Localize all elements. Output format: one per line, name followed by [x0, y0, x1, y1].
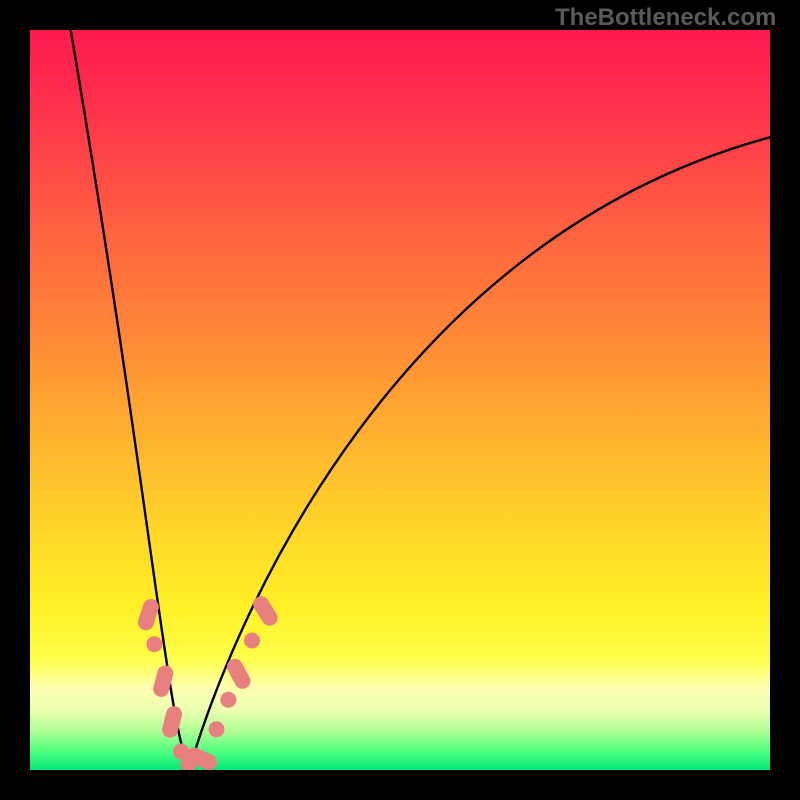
- watermark-text: TheBottleneck.com: [555, 4, 776, 32]
- bottleneck-chart: [0, 0, 800, 800]
- plot-background: [30, 30, 770, 770]
- chart-canvas: TheBottleneck.com: [0, 0, 800, 800]
- data-marker: [146, 636, 162, 652]
- data-marker: [208, 721, 224, 737]
- data-marker: [220, 692, 236, 708]
- data-marker: [244, 633, 260, 649]
